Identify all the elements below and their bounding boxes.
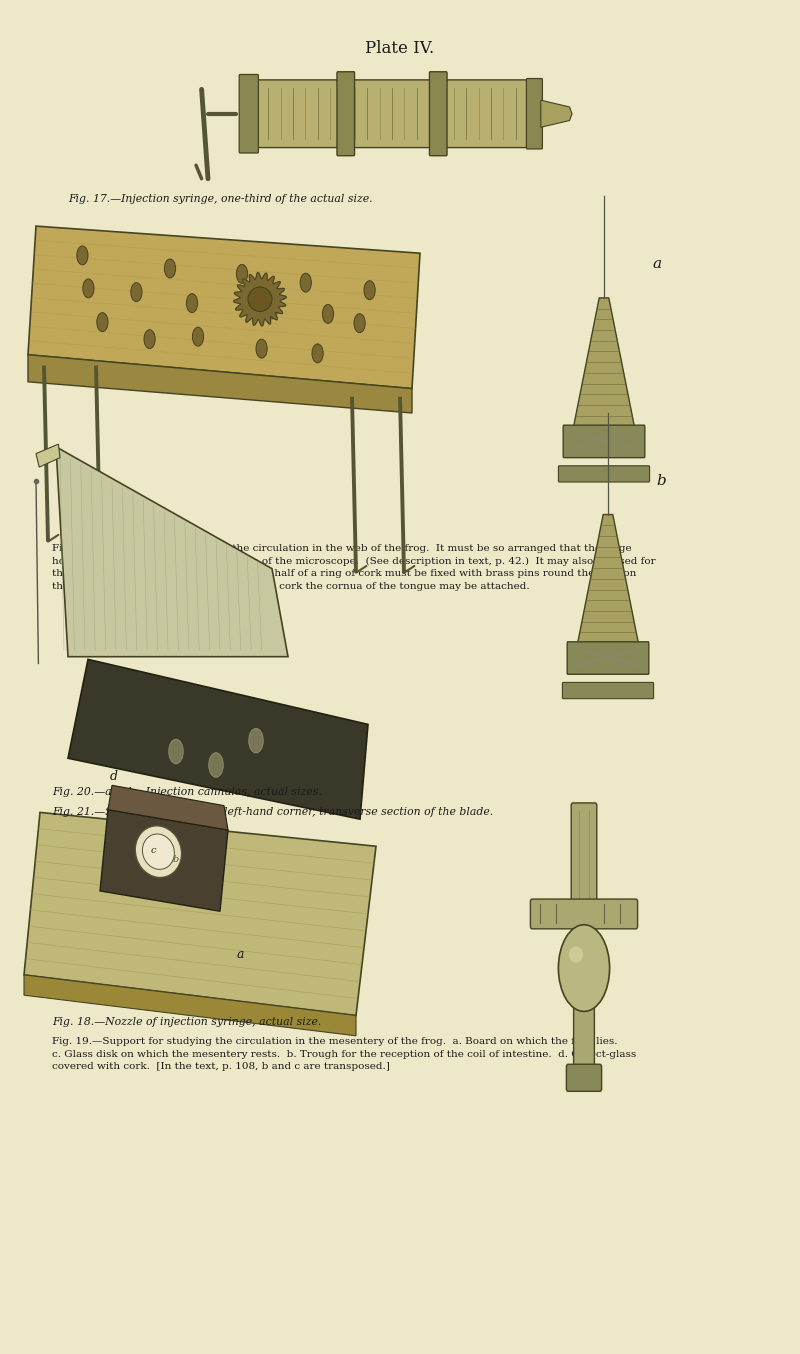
- Text: Fig. 19.—Support for studying the circulation in the mesentery of the frog.  a. : Fig. 19.—Support for studying the circul…: [52, 1037, 636, 1071]
- FancyBboxPatch shape: [254, 80, 530, 148]
- Polygon shape: [100, 810, 228, 911]
- FancyBboxPatch shape: [526, 79, 542, 149]
- FancyBboxPatch shape: [574, 1003, 594, 1071]
- Circle shape: [354, 314, 366, 333]
- FancyBboxPatch shape: [558, 466, 650, 482]
- Text: Fig. 18.—Nozzle of injection syringe, actual size.: Fig. 18.—Nozzle of injection syringe, ac…: [52, 1017, 322, 1026]
- Circle shape: [312, 344, 323, 363]
- Circle shape: [256, 340, 267, 357]
- Circle shape: [169, 739, 183, 764]
- FancyBboxPatch shape: [430, 72, 447, 156]
- Ellipse shape: [142, 834, 174, 869]
- Text: c: c: [151, 846, 156, 854]
- Polygon shape: [234, 272, 286, 326]
- FancyBboxPatch shape: [239, 74, 258, 153]
- Circle shape: [237, 264, 248, 283]
- FancyBboxPatch shape: [566, 1064, 602, 1091]
- Text: a: a: [652, 257, 661, 271]
- Ellipse shape: [135, 826, 182, 877]
- Polygon shape: [578, 515, 638, 643]
- Circle shape: [82, 279, 94, 298]
- Circle shape: [209, 753, 223, 777]
- Polygon shape: [24, 975, 356, 1036]
- FancyBboxPatch shape: [530, 899, 638, 929]
- Text: Fig. 21.—Section knife.  In the left-hand corner, transverse section of the blad: Fig. 21.—Section knife. In the left-hand…: [52, 807, 494, 816]
- FancyBboxPatch shape: [562, 682, 654, 699]
- Circle shape: [192, 328, 203, 347]
- Circle shape: [249, 728, 263, 753]
- Circle shape: [322, 305, 334, 324]
- Circle shape: [300, 274, 311, 292]
- Circle shape: [266, 301, 278, 320]
- Circle shape: [97, 313, 108, 332]
- Ellipse shape: [569, 946, 583, 963]
- Polygon shape: [574, 298, 634, 427]
- Circle shape: [364, 280, 375, 299]
- Polygon shape: [56, 447, 288, 657]
- Polygon shape: [108, 785, 228, 830]
- Polygon shape: [36, 444, 60, 467]
- Text: b: b: [173, 856, 179, 864]
- FancyBboxPatch shape: [571, 803, 597, 923]
- Text: b: b: [656, 474, 666, 487]
- Ellipse shape: [248, 287, 272, 311]
- FancyBboxPatch shape: [567, 642, 649, 674]
- Polygon shape: [541, 100, 572, 127]
- Text: Plate IV.: Plate IV.: [366, 39, 434, 57]
- Polygon shape: [28, 226, 420, 389]
- Polygon shape: [28, 355, 412, 413]
- Circle shape: [558, 925, 610, 1011]
- Polygon shape: [24, 812, 376, 1016]
- Circle shape: [186, 294, 198, 313]
- Polygon shape: [68, 659, 368, 819]
- FancyBboxPatch shape: [337, 72, 354, 156]
- Text: a: a: [236, 948, 244, 961]
- Circle shape: [130, 283, 142, 302]
- Circle shape: [77, 246, 88, 265]
- Circle shape: [144, 329, 155, 348]
- Text: Fig. 20.—a & b.  Injection cannulas, actual sizes.: Fig. 20.—a & b. Injection cannulas, actu…: [52, 787, 322, 796]
- Text: Fig. 11.—Support for the study of the circulation in the web of the frog.  It mu: Fig. 11.—Support for the study of the ci…: [52, 544, 656, 590]
- Text: Fig. 17.—Injection syringe, one-third of the actual size.: Fig. 17.—Injection syringe, one-third of…: [68, 194, 373, 203]
- Text: d: d: [110, 769, 118, 783]
- Circle shape: [165, 259, 175, 278]
- FancyBboxPatch shape: [563, 425, 645, 458]
